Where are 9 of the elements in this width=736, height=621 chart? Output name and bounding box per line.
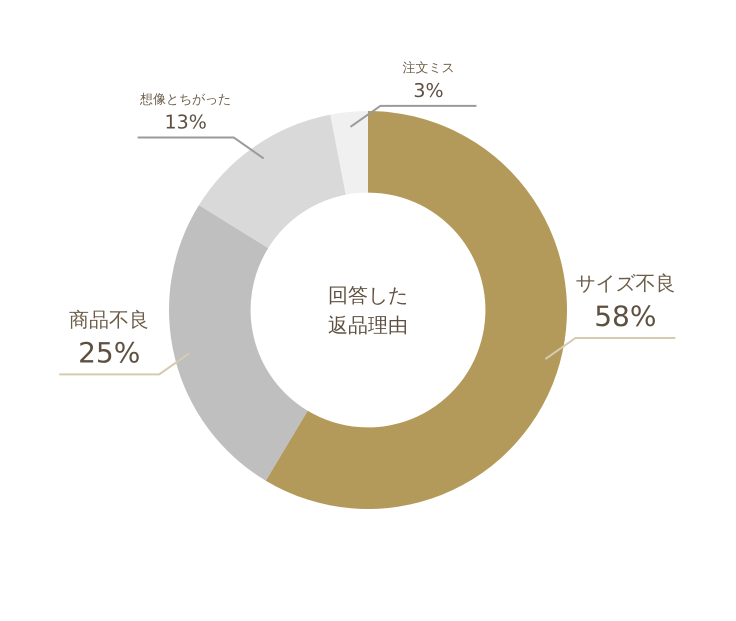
- data-label: 3%: [413, 80, 444, 102]
- data-label: 58%: [594, 300, 656, 334]
- data-label: 25%: [78, 336, 140, 370]
- data-label: 13%: [164, 111, 207, 134]
- slice-label: サイズ不良: [575, 271, 676, 296]
- slice-label: 想像とちがった: [139, 92, 232, 108]
- text: 回答した返品理由: [327, 282, 409, 339]
- slice-label: 商品不良: [69, 307, 150, 332]
- slice-label: 注文ミス: [402, 60, 455, 76]
